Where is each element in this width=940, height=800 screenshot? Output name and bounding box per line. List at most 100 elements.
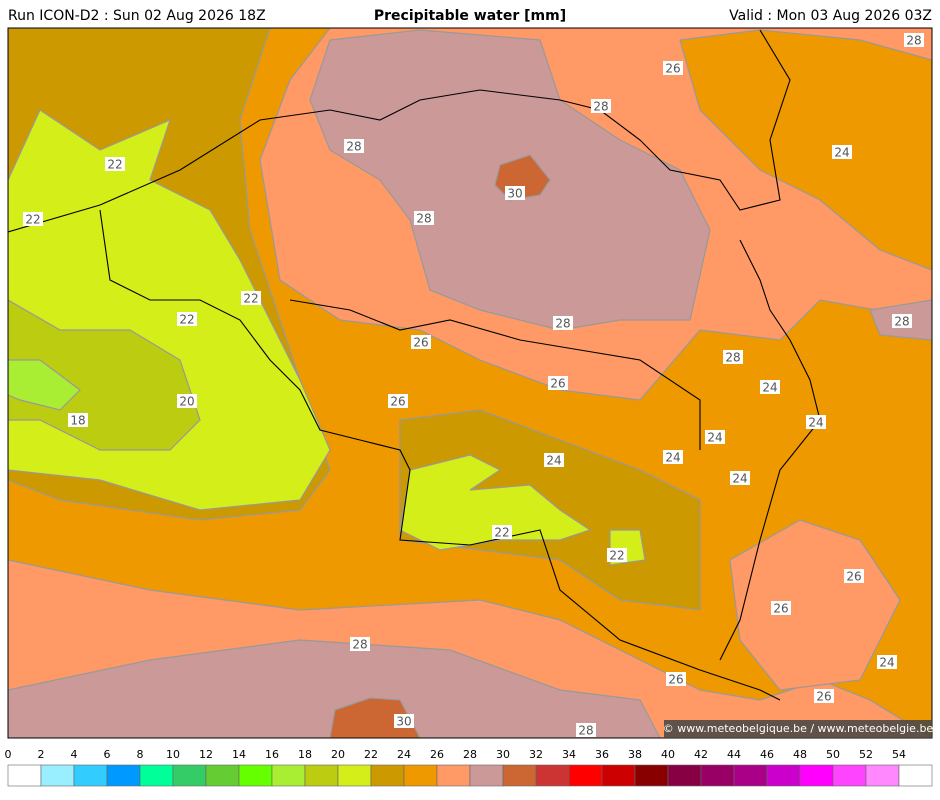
map-title: Precipitable water [mm] [374,8,566,24]
contour-label: 28 [352,638,367,652]
contour-label: 26 [390,395,405,409]
label-box [394,714,414,728]
color-swatch [733,764,768,787]
contour-label: 26 [816,690,831,704]
color-swatch [568,764,603,787]
contour-label: 30 [396,715,411,729]
colorbar-tick-label: 40 [661,748,675,761]
color-swatch [139,764,174,787]
contour-label: 24 [879,656,894,670]
label-box [877,655,897,669]
color-swatch [337,764,372,787]
field [729,519,901,691]
label-box [344,139,364,153]
contour-label: 20 [179,395,194,409]
label-box [576,723,596,737]
label-box [492,525,512,539]
contour-label: 26 [773,602,788,616]
label-box [23,212,43,226]
border [719,239,821,661]
color-swatch [667,764,702,787]
field [399,454,592,551]
color-swatch [898,764,933,787]
label-box [705,430,725,444]
color-swatch [865,764,900,787]
color-swatch [40,764,75,787]
field [8,639,661,738]
contour-label: 24 [707,431,722,445]
label-box [892,314,912,328]
colorbar-tick-label: 12 [199,748,213,761]
contour-label: 28 [578,724,593,738]
contour-label: 22 [107,158,122,172]
contour-label: 28 [416,212,431,226]
colorbar-tick-label: 18 [298,748,312,761]
label-box [760,380,780,394]
contour-label: 28 [346,140,361,154]
colorbar-tick-label: 8 [137,748,144,761]
contour-label: 24 [546,454,561,468]
color-swatch [238,764,273,787]
colorbar-tick-label: 14 [232,748,246,761]
label-box [411,335,431,349]
colorbar-tick-label: 34 [562,748,576,761]
colorbar-tick-label: 54 [892,748,906,761]
color-swatch [700,764,735,787]
label-box [414,211,434,225]
color-swatch [601,764,636,787]
contour-label: 24 [834,146,849,160]
color-swatch [205,764,240,787]
label-box [548,376,568,390]
label-box [544,453,564,467]
label-box [68,413,88,427]
color-swatch [172,764,207,787]
colorbar: 0 2 4 6 8 10 12 14 16 18 20 22 24 26 28 30 32 34 36 38 40 42 4… [5,748,933,787]
label-box [730,471,750,485]
label-box [904,33,924,47]
color-swatch [271,764,306,787]
label-box [666,672,686,686]
colorbar-tick-label: 4 [71,748,78,761]
contour-label: 22 [179,313,194,327]
field [8,359,81,411]
map-area: © www.meteobelgique.be / www.meteobelgie… [7,27,934,739]
label-box [105,157,125,171]
border [289,299,701,450]
valid-info: Valid : Mon 03 Aug 2026 03Z [729,8,932,24]
contour-label: 28 [725,351,740,365]
contour-label: 18 [70,414,85,428]
color-swatch [403,764,438,787]
colorbar-tick-label: 2 [38,748,45,761]
label-box [388,394,408,408]
label-box [832,145,852,159]
colorbar-tick-label: 20 [331,748,345,761]
contour-label: 26 [665,62,680,76]
contour-label: 26 [413,336,428,350]
field [8,299,201,451]
credit: © www.meteobelgique.be / www.meteobelgie… [663,722,934,735]
contour-label: 26 [668,673,683,687]
contour-label: 28 [593,100,608,114]
colorbar-tick-label: 38 [628,748,642,761]
color-swatch [766,764,801,787]
contour-label: 28 [555,317,570,331]
colorbar-tick-label: 52 [859,748,873,761]
border [99,209,781,701]
contour-label: 28 [894,315,909,329]
color-swatch [535,764,570,787]
contour-label: 30 [507,187,522,201]
label-box [607,548,627,562]
label-box [814,689,834,703]
contour-label: 24 [808,416,823,430]
border [8,29,791,233]
contour-label: 26 [846,570,861,584]
color-swatch [7,764,42,787]
colorbar-tick-label: 16 [265,748,279,761]
label-box [663,450,683,464]
colorbar-tick-label: 42 [694,748,708,761]
contour-label: 22 [243,292,258,306]
colorbar-tick-label: 10 [166,748,180,761]
colorbar-tick-label: 50 [826,748,840,761]
